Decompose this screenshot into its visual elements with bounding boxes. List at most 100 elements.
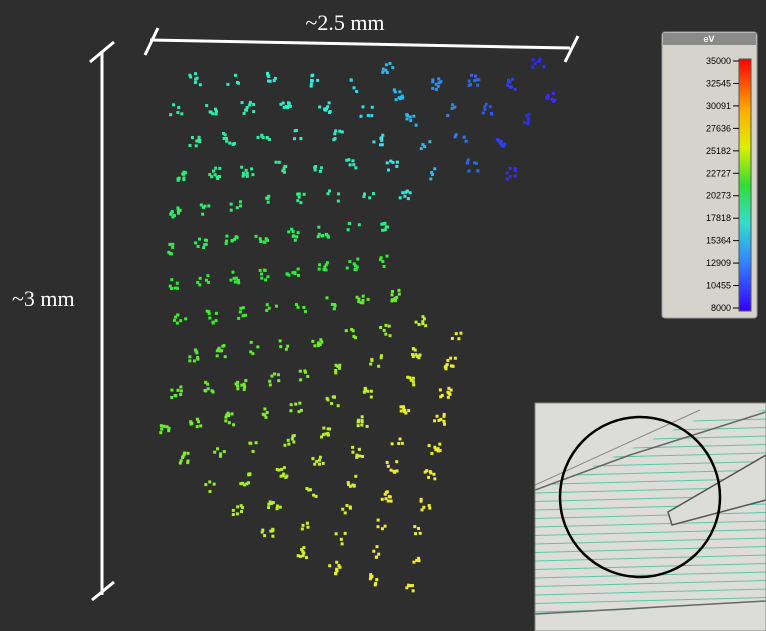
point [437,419,440,422]
point [415,353,418,356]
point [236,505,239,508]
point [306,522,309,525]
point [506,171,509,174]
point [428,504,431,507]
point [289,105,292,108]
point [239,310,242,313]
point [377,365,380,368]
point [306,526,309,529]
point [337,564,340,567]
point [420,500,423,503]
point [383,222,386,225]
point [291,437,294,440]
point [296,199,299,202]
point [301,550,304,553]
point [230,209,233,212]
point [294,403,297,406]
point [318,233,321,236]
point [198,136,201,139]
point [553,99,556,102]
point [277,379,280,382]
point [259,269,262,272]
point [397,289,400,292]
point [347,228,350,231]
point [201,213,204,216]
point [212,390,215,393]
point [400,410,403,413]
point [160,428,163,431]
point [211,112,214,115]
point [377,525,380,528]
point [236,387,239,390]
point [447,396,450,399]
point [375,578,378,581]
point [467,159,470,162]
point [197,139,200,142]
point [333,307,336,310]
point [286,345,289,348]
point [362,105,365,108]
point [348,260,351,263]
point [234,74,237,77]
point [177,106,180,109]
point [326,105,329,108]
point [360,301,363,304]
point [169,213,172,216]
point [170,252,173,255]
point [181,172,184,175]
point [245,169,248,172]
point [223,137,226,140]
point [381,134,384,137]
point [319,456,322,459]
point [407,197,410,200]
point [363,391,366,394]
point [236,384,239,387]
point [379,137,382,140]
point [247,481,250,484]
point [421,315,424,318]
point [177,212,180,215]
point [352,86,355,89]
colorbar-tick-label: 8000 [711,303,731,313]
point [326,432,329,435]
point [231,271,234,274]
point [329,110,332,113]
point [465,140,468,143]
point [176,111,179,114]
point [159,431,162,434]
point [299,370,302,373]
point [413,525,416,528]
point [387,499,390,502]
point [227,412,230,415]
point [447,387,450,390]
point [207,281,210,284]
point [335,568,338,571]
point [271,535,274,538]
point [388,62,391,65]
point [435,83,438,86]
point [207,204,210,207]
point [409,116,412,119]
point [341,542,344,545]
point [287,443,290,446]
point [427,476,430,479]
point [421,508,424,511]
point [326,397,329,400]
point [222,344,225,347]
point [377,519,380,522]
point [194,72,197,75]
point [284,165,287,168]
point [335,532,338,535]
point [263,534,266,537]
point [347,483,350,486]
point [195,144,198,147]
point [252,110,255,113]
point [318,263,321,266]
point [206,274,209,277]
point [189,75,192,78]
point [391,442,394,445]
point [240,510,243,513]
point [363,195,366,198]
point [224,355,227,358]
point [412,561,415,564]
